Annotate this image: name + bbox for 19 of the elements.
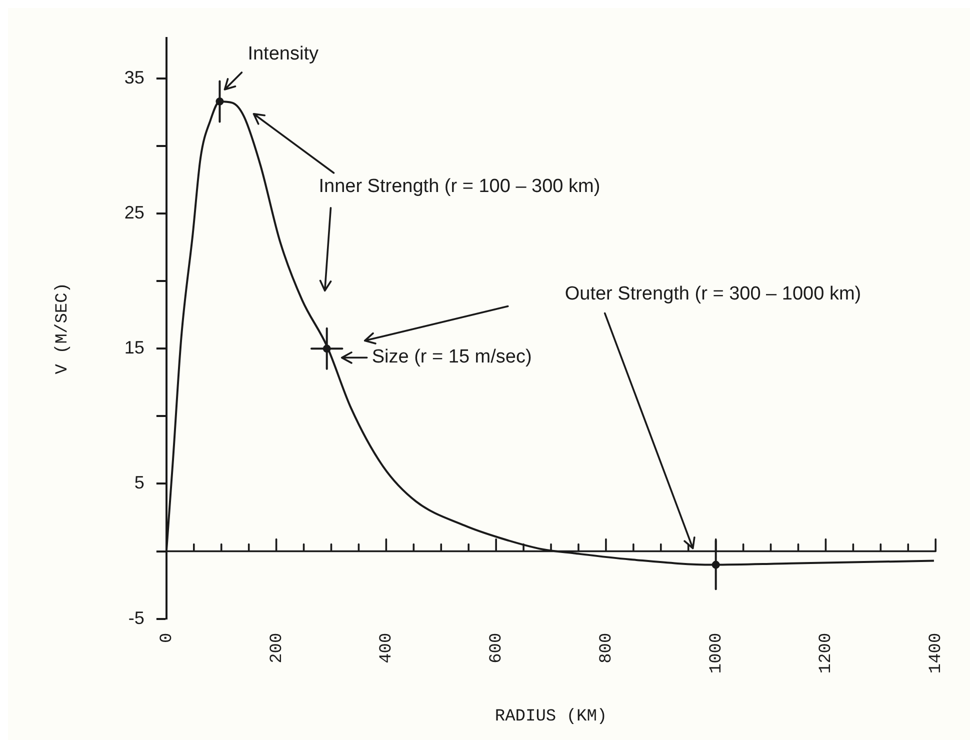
y-tick-label: 25	[124, 202, 144, 223]
annotation: Size (r = 15 m/sec)	[372, 346, 532, 368]
x-tick-label: 1000	[707, 632, 726, 674]
x-tick-label: 0	[158, 632, 177, 643]
x-tick-label: 600	[488, 632, 507, 664]
x-axis-title: RADIUS (KM)	[494, 707, 608, 726]
y-tick-label: 35	[124, 67, 144, 88]
annotation: Inner Strength (r = 100 – 300 km)	[318, 176, 600, 197]
x-tick-label: 200	[268, 632, 287, 664]
y-tick-label: -5	[128, 608, 144, 628]
y-tick-label: 15	[124, 338, 144, 358]
x-tick-label: 1200	[817, 632, 836, 674]
y-tick-label: 5	[134, 472, 144, 493]
x-tick-label: 800	[597, 632, 616, 664]
x-tick-label: 400	[378, 632, 397, 664]
annotation: Intensity	[248, 43, 319, 64]
x-tick-label: 1400	[927, 632, 946, 674]
annotation: Outer Strength (r = 300 – 1000 km)	[564, 283, 862, 304]
y-axis-title: V (M/SEC)	[54, 282, 73, 374]
